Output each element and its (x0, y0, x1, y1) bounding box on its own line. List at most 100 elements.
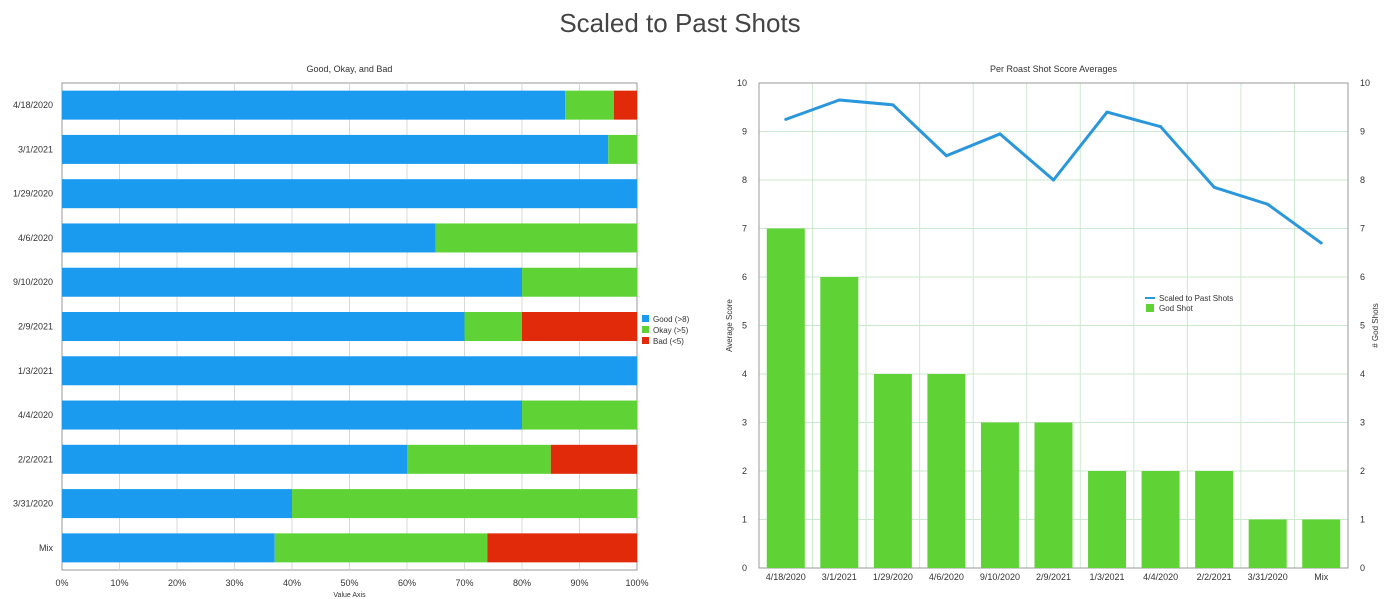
god-shot-bar (873, 374, 912, 568)
legend-label: Bad (<5) (653, 337, 684, 346)
bar-segment (62, 90, 566, 120)
y-tick-label: 4/18/2020 (13, 100, 53, 110)
scaled-score-point (1052, 178, 1055, 182)
x-tick-label: 0% (55, 578, 68, 588)
y-tick-label: 3/31/2020 (13, 499, 53, 509)
bar-segment (522, 312, 637, 341)
y2-tick-label: 1 (1360, 515, 1365, 525)
y2-tick-label: 7 (1360, 224, 1365, 234)
x-tick-label: 70% (455, 578, 473, 588)
x-tick-label: 90% (570, 578, 588, 588)
y2-tick-label: 9 (1360, 127, 1365, 137)
x-tick-label: 4/18/2020 (766, 572, 806, 582)
god-shot-bar (1195, 471, 1234, 568)
y-tick-label: 5 (742, 321, 747, 331)
god-shot-bar (1302, 519, 1341, 568)
scaled-score-point (837, 98, 841, 102)
main-title: Scaled to Past Shots (559, 8, 801, 38)
y2-tick-label: 2 (1360, 466, 1365, 476)
y-tick-label: 4/4/2020 (18, 410, 53, 420)
bar-segment (274, 533, 488, 563)
bar-segment (62, 444, 407, 474)
god-shot-bar (1088, 471, 1127, 568)
bar-segment (435, 223, 637, 253)
legend-swatch (642, 326, 649, 333)
scaled-score-point (891, 103, 895, 107)
scaled-score-point (1212, 185, 1216, 189)
bar-segment (565, 90, 614, 120)
y2-tick-label: 3 (1360, 418, 1365, 428)
x-tick-label: 40% (283, 578, 301, 588)
scaled-score-point (1319, 241, 1323, 245)
x-tick-label: 30% (225, 578, 243, 588)
god-shot-bar (1034, 422, 1073, 568)
y-tick-label: 1 (742, 515, 747, 525)
y-tick-label: 1/29/2020 (13, 189, 53, 199)
bar-segment (62, 134, 609, 164)
x-tick-label: 100% (625, 578, 648, 588)
y2-axis-label: # God Shots (1371, 303, 1380, 347)
bar-segment (62, 356, 637, 386)
y-tick-label: 7 (742, 224, 747, 234)
y-tick-label: 0 (742, 563, 747, 573)
scaled-score-point (784, 117, 788, 121)
x-tick-label: 4/6/2020 (929, 572, 964, 582)
y-tick-label: 4 (742, 369, 747, 379)
bar-segment (407, 444, 551, 474)
legend-swatch (642, 315, 649, 322)
x-tick-label: 1/3/2021 (1090, 572, 1125, 582)
bar-segment (62, 223, 436, 253)
bar-segment (292, 489, 637, 519)
y-tick-label: 2/2/2021 (18, 454, 53, 464)
y-tick-label: 9/10/2020 (13, 277, 53, 287)
combo-bar-line-chart: Per Roast Shot Score Averages 0 0 1 1 2 2 3 3 4 4 5… (725, 64, 1380, 582)
scaled-score-point (998, 132, 1002, 136)
y2-tick-label: 0 (1360, 563, 1365, 573)
x-tick-label: 4/4/2020 (1143, 572, 1178, 582)
legend-label: God Shot (1159, 304, 1194, 313)
x-tick-label: 3/1/2021 (822, 572, 857, 582)
bar-segment (522, 400, 637, 430)
x-axis-label: Value Axis (333, 592, 366, 599)
y-tick-label: 3/1/2021 (18, 144, 53, 154)
legend-bar-swatch (1146, 304, 1154, 312)
god-shot-bar (820, 277, 859, 568)
x-tick-label: 10% (110, 578, 128, 588)
bar-segment (62, 533, 275, 563)
y2-tick-label: 5 (1360, 321, 1365, 331)
x-tick-label: 20% (168, 578, 186, 588)
x-tick-label: 2/9/2021 (1036, 572, 1071, 582)
y-tick-label: 10 (737, 78, 747, 88)
x-tick-label: 1/29/2020 (873, 572, 913, 582)
y-tick-label: 8 (742, 175, 747, 185)
x-tick-label: 2/2/2021 (1197, 572, 1232, 582)
god-shot-bar (927, 374, 966, 568)
bar-segment (487, 533, 637, 563)
bar-segment (614, 90, 637, 120)
bar-segment (62, 489, 292, 519)
x-tick-label: 80% (513, 578, 531, 588)
legend-label: Scaled to Past Shots (1159, 294, 1233, 303)
x-tick-label: 9/10/2020 (980, 572, 1020, 582)
scaled-score-point (1105, 110, 1109, 114)
bar-segment (62, 179, 637, 209)
scaled-score-point (1266, 202, 1270, 206)
right-chart-title: Per Roast Shot Score Averages (990, 64, 1117, 74)
god-shot-bar (766, 228, 805, 568)
x-tick-label: Mix (1314, 572, 1328, 582)
legend-swatch (642, 337, 649, 344)
legend-label: Good (>8) (653, 315, 690, 324)
y-tick-label: 4/6/2020 (18, 233, 53, 243)
y2-tick-label: 4 (1360, 369, 1365, 379)
y2-tick-label: 8 (1360, 175, 1365, 185)
bar-segment (464, 312, 522, 341)
y2-tick-label: 10 (1360, 78, 1370, 88)
x-tick-label: 60% (398, 578, 416, 588)
scaled-score-point (1159, 125, 1163, 129)
god-shot-bar (980, 422, 1019, 568)
x-tick-label: 3/31/2020 (1248, 572, 1288, 582)
y-tick-label: 2 (742, 466, 747, 476)
y-tick-label: 1/3/2021 (18, 366, 53, 376)
bar-segment (62, 312, 465, 341)
y2-tick-label: 6 (1360, 272, 1365, 282)
